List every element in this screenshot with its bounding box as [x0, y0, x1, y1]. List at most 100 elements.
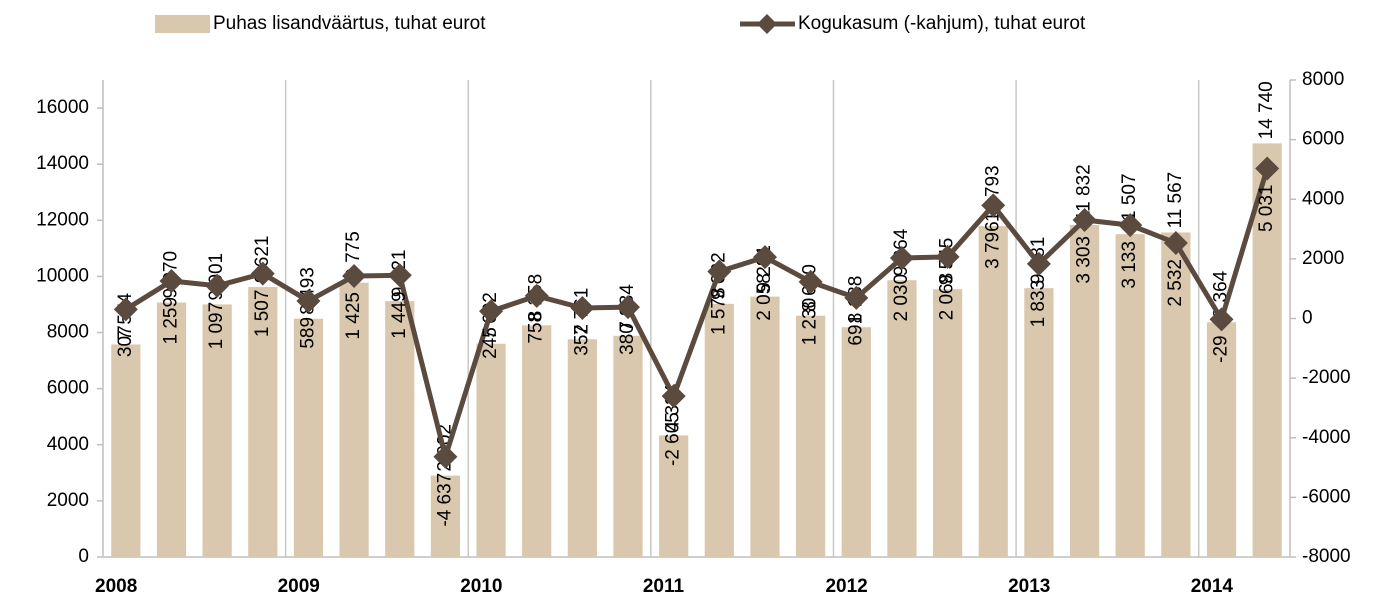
x-tick-label: 2009 [278, 576, 320, 597]
bar [841, 327, 871, 557]
bar-value-label: 9 775 [343, 231, 364, 279]
bar [796, 315, 826, 557]
line-marker [205, 273, 230, 298]
y-tick-label: 8000 [47, 322, 89, 343]
line-marker [889, 245, 914, 270]
bar-value-label: 11 832 [1074, 164, 1095, 221]
x-tick-label: 2008 [95, 576, 137, 597]
line-value-label: 245 [480, 327, 501, 359]
bar-value-label: 11 507 [1119, 173, 1140, 230]
line-value-label: -4 637 [434, 473, 455, 527]
y-tick-label: 2000 [47, 490, 89, 511]
line-value-label: 2 068 [937, 273, 958, 321]
y2-tick-label: -2000 [1302, 367, 1351, 388]
y2-tick-label: -4000 [1302, 427, 1351, 448]
line-value-label: 1 230 [800, 298, 821, 346]
line-value-label: 5 031 [1256, 185, 1277, 233]
y2-tick-label: 2000 [1302, 248, 1344, 269]
line-marker [159, 268, 184, 293]
bar [1024, 288, 1054, 557]
line-marker [844, 285, 869, 310]
line-marker [433, 444, 458, 469]
y-tick-label: 4000 [47, 434, 89, 455]
bar [1115, 234, 1145, 557]
line-marker [1072, 208, 1097, 233]
bar [1252, 143, 1282, 557]
line-value-label: 380 [617, 323, 638, 355]
line-value-label: 1 449 [389, 291, 410, 339]
bar [613, 335, 643, 557]
line-value-label: 1 259 [160, 297, 181, 345]
bar [1161, 232, 1191, 557]
x-tick-label: 2010 [460, 576, 502, 597]
line-value-label: 1 578 [708, 287, 729, 335]
bar [704, 303, 734, 557]
line-value-label: -2 605 [663, 412, 684, 466]
bar [659, 435, 689, 557]
bar [111, 344, 141, 557]
line-value-label: 3 303 [1074, 236, 1095, 284]
x-tick-label: 2012 [825, 576, 867, 597]
y-tick-label: 0 [78, 546, 89, 567]
line-marker [752, 245, 777, 270]
line-value-label: 1 507 [252, 290, 273, 338]
y2-tick-label: -8000 [1302, 546, 1351, 567]
line-value-label: 589 [297, 317, 318, 349]
line-value-label: 352 [571, 324, 592, 356]
y-tick-label: 10000 [36, 265, 89, 286]
line-marker [981, 193, 1006, 218]
line-value-label: 307 [115, 325, 136, 357]
x-tick-label: 2011 [643, 576, 685, 597]
line-value-label: 1 425 [343, 292, 364, 340]
bar [750, 296, 780, 557]
legend-label: Puhas lisandväärtus, tuhat eurot [213, 13, 486, 34]
line-marker [387, 263, 412, 288]
line-value-label: 758 [526, 312, 547, 344]
line-marker [1255, 156, 1280, 181]
line-marker [113, 297, 138, 322]
bar [156, 302, 187, 557]
line-value-label: 2 030 [891, 274, 912, 322]
line-value-label: -29 [1211, 335, 1232, 362]
y2-tick-label: -6000 [1302, 486, 1351, 507]
line-marker [296, 288, 321, 313]
line-value-label: 3 796 [982, 221, 1003, 269]
legend-label: Kogukasum (-kahjum), tuhat eurot [798, 13, 1086, 34]
bar [978, 226, 1008, 557]
bar [1069, 225, 1100, 557]
y-tick-label: 12000 [36, 209, 89, 230]
line-marker [935, 244, 960, 269]
bar-value-label: 14 740 [1256, 81, 1277, 139]
line-value-label: 3 133 [1119, 241, 1140, 289]
bar [887, 280, 917, 557]
bar [522, 325, 552, 557]
line-marker [570, 296, 595, 321]
bar [339, 282, 369, 557]
bar [202, 304, 232, 557]
line-value-label: 2 532 [1165, 259, 1186, 307]
line-value-label: 2 058 [754, 273, 775, 321]
bar [476, 343, 506, 557]
line-marker [1026, 251, 1051, 276]
bar [1206, 322, 1237, 557]
y-tick-label: 14000 [36, 153, 89, 174]
bar-value-label: 11 567 [1165, 172, 1186, 229]
line-marker [707, 259, 732, 284]
line-value-label: 691 [845, 314, 866, 346]
bar [932, 289, 963, 557]
y2-tick-label: 0 [1302, 308, 1313, 329]
line-marker [661, 384, 686, 409]
x-tick-label: 2013 [1008, 576, 1050, 597]
y2-tick-label: 8000 [1302, 69, 1344, 90]
line-value-label: 1 097 [206, 302, 227, 350]
bar [567, 339, 597, 557]
line-marker [524, 283, 549, 308]
line-marker [798, 269, 823, 294]
y-tick-label: 6000 [47, 378, 89, 399]
legend-marker [757, 14, 777, 34]
y-tick-label: 16000 [36, 97, 89, 118]
line-value-label: 1 833 [1028, 280, 1049, 328]
line-marker [250, 261, 275, 286]
y2-tick-label: 6000 [1302, 129, 1344, 150]
